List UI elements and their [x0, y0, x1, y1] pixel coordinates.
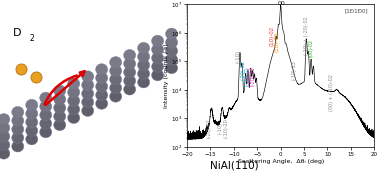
- Circle shape: [166, 37, 178, 48]
- Circle shape: [96, 64, 108, 75]
- Circle shape: [166, 28, 178, 40]
- Text: (-20)-13: (-20)-13: [251, 66, 256, 86]
- Circle shape: [96, 98, 108, 109]
- Text: (-00)-02: (-00)-02: [244, 66, 249, 86]
- Text: (-10)-20: (-10)-20: [223, 118, 228, 138]
- Circle shape: [110, 91, 122, 102]
- Circle shape: [166, 45, 178, 57]
- Circle shape: [54, 119, 66, 131]
- Circle shape: [40, 126, 52, 138]
- Circle shape: [12, 106, 24, 118]
- Text: (00)-02: (00)-02: [308, 39, 313, 57]
- Y-axis label: Intensity (counts / s): Intensity (counts / s): [164, 43, 169, 108]
- Circle shape: [82, 105, 94, 116]
- X-axis label: Scattering Angle,  Δθᵢ (deg): Scattering Angle, Δθᵢ (deg): [237, 159, 324, 164]
- Circle shape: [82, 96, 94, 108]
- Circle shape: [124, 75, 136, 87]
- Text: (-10): (-10): [235, 50, 240, 63]
- Text: [1Đ1Đ0]: [1Đ1Đ0]: [345, 9, 369, 14]
- Text: 00: 00: [278, 1, 285, 6]
- Circle shape: [68, 104, 80, 115]
- Circle shape: [26, 108, 38, 119]
- Text: (-10): (-10): [217, 122, 222, 134]
- Circle shape: [138, 77, 150, 88]
- Circle shape: [40, 92, 52, 104]
- Circle shape: [54, 85, 66, 96]
- Circle shape: [40, 101, 52, 112]
- Circle shape: [152, 44, 164, 55]
- Circle shape: [138, 51, 150, 62]
- Circle shape: [40, 109, 52, 121]
- Circle shape: [0, 114, 10, 125]
- Text: (10)-02: (10)-02: [270, 26, 274, 46]
- Circle shape: [124, 49, 136, 61]
- Circle shape: [82, 79, 94, 91]
- Circle shape: [26, 125, 38, 136]
- Circle shape: [166, 62, 178, 74]
- Text: (10)-20: (10)-20: [274, 31, 279, 52]
- Text: (-10) + (-20)-02: (-10) + (-20)-02: [304, 16, 309, 55]
- Text: D: D: [13, 28, 22, 38]
- Circle shape: [124, 84, 136, 95]
- Text: 2: 2: [29, 34, 34, 43]
- Circle shape: [82, 88, 94, 99]
- Circle shape: [26, 134, 38, 145]
- Circle shape: [68, 112, 80, 124]
- Circle shape: [68, 87, 80, 98]
- Circle shape: [12, 115, 24, 126]
- Circle shape: [96, 72, 108, 84]
- Circle shape: [0, 139, 10, 151]
- Circle shape: [138, 59, 150, 71]
- Circle shape: [166, 54, 178, 65]
- Circle shape: [12, 132, 24, 143]
- Circle shape: [54, 111, 66, 122]
- Circle shape: [0, 148, 10, 159]
- Circle shape: [68, 95, 80, 106]
- Circle shape: [152, 52, 164, 64]
- Circle shape: [110, 82, 122, 94]
- Text: (00) + (-10)-02: (00) + (-10)-02: [330, 74, 335, 111]
- Text: NiAl(110): NiAl(110): [210, 161, 259, 171]
- Circle shape: [0, 122, 10, 134]
- Circle shape: [68, 78, 80, 89]
- Circle shape: [110, 74, 122, 85]
- Circle shape: [152, 35, 164, 47]
- Text: (-20)-02: (-20)-02: [206, 118, 211, 138]
- Circle shape: [26, 116, 38, 128]
- Circle shape: [152, 61, 164, 72]
- Circle shape: [96, 81, 108, 92]
- Circle shape: [124, 67, 136, 78]
- Circle shape: [12, 141, 24, 152]
- Text: (-10)-13: (-10)-13: [292, 60, 297, 80]
- Circle shape: [96, 89, 108, 101]
- Circle shape: [124, 58, 136, 69]
- Circle shape: [152, 69, 164, 81]
- Circle shape: [26, 99, 38, 111]
- Circle shape: [138, 42, 150, 54]
- Circle shape: [54, 94, 66, 105]
- Circle shape: [138, 68, 150, 79]
- Circle shape: [110, 57, 122, 68]
- Circle shape: [12, 124, 24, 135]
- Text: (-20)-02: (-20)-02: [240, 60, 246, 80]
- Circle shape: [0, 131, 10, 142]
- Circle shape: [110, 65, 122, 77]
- Circle shape: [82, 71, 94, 82]
- Circle shape: [40, 118, 52, 129]
- Circle shape: [54, 102, 66, 114]
- Text: (-20)-13: (-20)-13: [248, 66, 253, 86]
